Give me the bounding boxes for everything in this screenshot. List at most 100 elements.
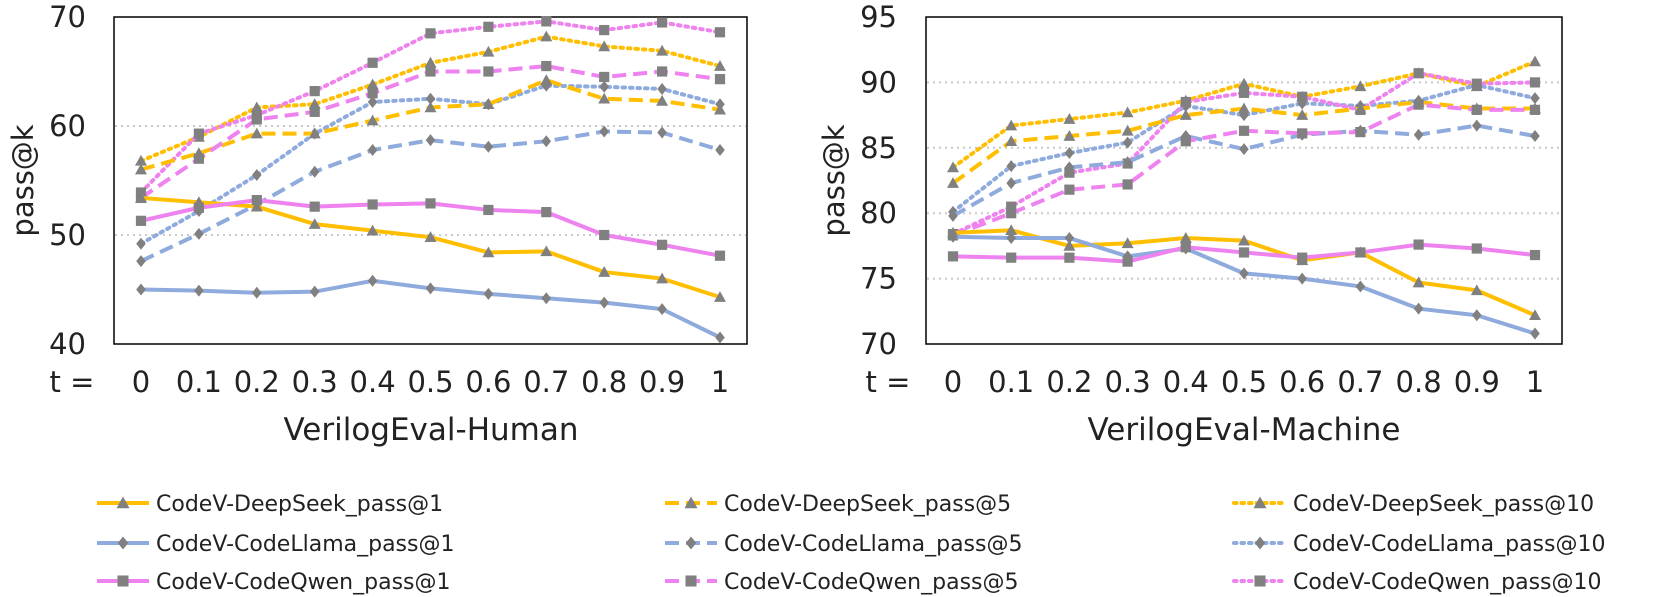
x-tick-label: 0.7 xyxy=(1337,365,1383,399)
data-point xyxy=(1064,161,1075,174)
series-line xyxy=(139,19,722,195)
data-point xyxy=(252,169,262,182)
data-point xyxy=(948,209,958,222)
x-tick-label: 0.4 xyxy=(1163,365,1209,399)
data-point xyxy=(309,86,320,97)
y-tick-label: 80 xyxy=(860,196,897,230)
data-point xyxy=(1530,327,1540,340)
chart-panel-1: 40 50 60 70 pass@k t = 0 0.1 0.2 0.3 0.4 0.5 0.6 0.7 0… xyxy=(6,0,748,448)
y-tick-label: 70 xyxy=(49,0,86,34)
data-point xyxy=(135,163,147,175)
data-point xyxy=(598,266,611,277)
data-point xyxy=(424,231,437,242)
data-point xyxy=(947,161,959,173)
data-point xyxy=(250,127,263,139)
data-point xyxy=(1006,160,1016,173)
data-point xyxy=(1529,55,1541,67)
legend-marker xyxy=(684,496,698,509)
x-axis-prefix: t = xyxy=(50,365,95,399)
x-tick-label: 0.9 xyxy=(639,365,685,399)
data-point xyxy=(657,126,667,139)
x-axis-label: VerilogEval-Human xyxy=(283,412,578,448)
data-point xyxy=(1413,99,1424,110)
data-point xyxy=(366,78,379,90)
data-point xyxy=(714,291,726,302)
data-point xyxy=(482,98,495,109)
data-point xyxy=(714,250,726,261)
data-point xyxy=(1297,252,1308,263)
data-point xyxy=(599,71,610,83)
data-point xyxy=(599,24,610,36)
data-point xyxy=(193,202,204,213)
data-point xyxy=(1063,130,1076,141)
data-point xyxy=(482,45,495,57)
data-point xyxy=(599,80,609,93)
data-point xyxy=(541,207,552,218)
data-point xyxy=(715,143,725,156)
data-point xyxy=(136,283,146,296)
x-tick-label: 0.4 xyxy=(350,365,396,399)
data-point xyxy=(1121,106,1134,118)
data-point xyxy=(714,27,726,38)
x-tick-label: 0.3 xyxy=(1105,365,1151,399)
data-point xyxy=(540,30,553,42)
legend-marker xyxy=(117,575,129,587)
data-point xyxy=(135,215,147,226)
data-point xyxy=(1006,252,1017,263)
data-point xyxy=(367,88,378,99)
y-tick-label: 90 xyxy=(860,65,897,99)
legend-marker xyxy=(685,536,697,550)
data-point xyxy=(252,286,262,299)
data-point xyxy=(482,246,495,258)
legend-item: CodeV-DeepSeek_pass@5 xyxy=(665,492,1011,517)
data-point xyxy=(251,114,262,125)
data-point xyxy=(1121,237,1134,249)
data-point xyxy=(193,128,204,139)
x-tick-label: 0.2 xyxy=(234,365,280,399)
data-point xyxy=(1239,143,1249,156)
data-point xyxy=(1529,309,1541,321)
legend-marker xyxy=(685,575,697,587)
data-point xyxy=(657,17,668,28)
data-point xyxy=(1238,234,1250,246)
data-point xyxy=(1412,276,1425,288)
data-point xyxy=(425,66,436,77)
data-point xyxy=(1297,272,1307,285)
data-point xyxy=(715,331,725,344)
data-point xyxy=(1413,68,1424,79)
data-point xyxy=(425,92,436,105)
legend-label: CodeV-CodeLlama_pass@5 xyxy=(724,532,1022,557)
data-point xyxy=(194,227,204,240)
legend-item: CodeV-CodeLlama_pass@1 xyxy=(97,532,454,557)
x-tick-label: 0.7 xyxy=(523,365,569,399)
data-point xyxy=(1471,104,1482,115)
data-point xyxy=(1413,128,1424,141)
data-point xyxy=(483,140,494,153)
data-point xyxy=(1471,243,1482,254)
data-point xyxy=(947,177,959,188)
data-point xyxy=(367,274,378,287)
data-point xyxy=(1239,267,1249,280)
data-point xyxy=(1238,247,1250,258)
data-point xyxy=(540,74,553,86)
data-point xyxy=(1355,247,1366,258)
data-point xyxy=(424,101,437,113)
data-point xyxy=(1122,136,1133,149)
y-tick-label: 70 xyxy=(860,327,897,361)
legend-item: CodeV-CodeQwen_pass@5 xyxy=(665,570,1019,595)
data-point xyxy=(1180,96,1191,108)
legend-marker xyxy=(116,496,130,509)
data-point xyxy=(540,245,553,257)
data-point xyxy=(1529,104,1541,115)
series-CodeV-DeepSeek_pass@10 xyxy=(135,30,726,166)
x-tick-label: 0.5 xyxy=(407,365,453,399)
data-point xyxy=(656,272,669,284)
data-point xyxy=(366,224,379,236)
data-point xyxy=(1238,77,1250,89)
y-tick-label: 95 xyxy=(860,0,897,34)
data-point xyxy=(308,98,321,109)
series-CodeV-DeepSeek_pass@5 xyxy=(135,74,726,175)
legend-item: CodeV-CodeLlama_pass@10 xyxy=(1232,532,1605,557)
legend-item: CodeV-CodeQwen_pass@1 xyxy=(97,570,451,595)
